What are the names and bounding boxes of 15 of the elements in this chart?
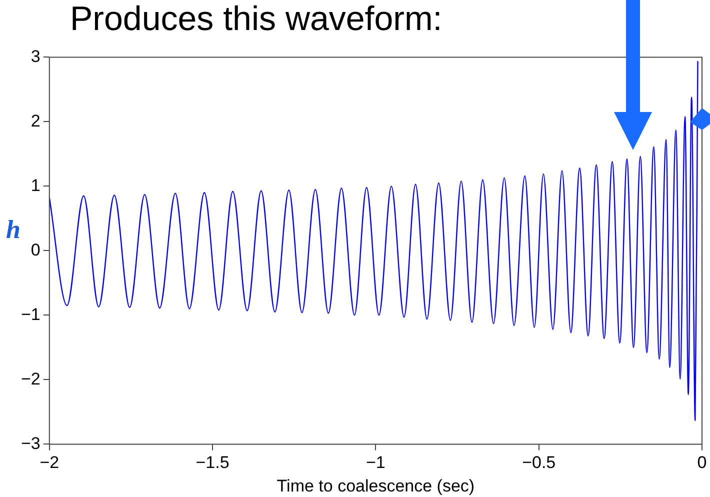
x-tick-label: −1 (366, 453, 386, 472)
chart-title: Produces this waveform: (70, 0, 442, 39)
y-tick-label: 1 (30, 176, 40, 195)
y-tick-label: 0 (30, 240, 40, 260)
y-axis-title: h (6, 215, 20, 245)
y-tick-label: −3 (20, 434, 40, 453)
y-tick-label: 2 (30, 111, 40, 130)
x-axis-title: Time to coalescence (sec) (276, 476, 475, 496)
y-tick-label: −2 (20, 369, 40, 388)
x-tick-label: −1.5 (196, 453, 230, 472)
y-tick-label: −1 (20, 304, 40, 324)
x-tick-label: −0.5 (522, 453, 556, 472)
line-series (49, 60, 698, 421)
y-tick-label: 3 (30, 46, 40, 66)
x-tick-label: 0 (697, 453, 707, 472)
